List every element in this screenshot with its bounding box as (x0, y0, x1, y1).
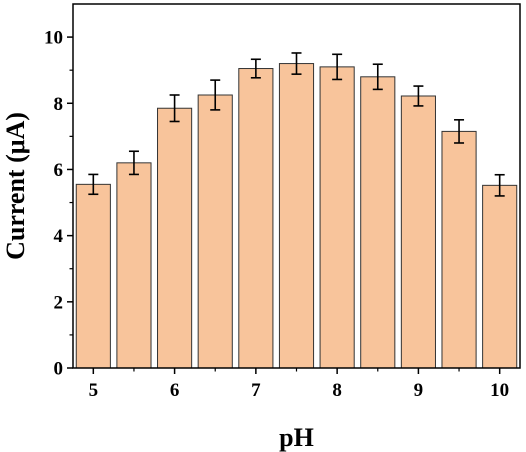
x-axis-title: pH (279, 423, 314, 452)
y-tick-label: 10 (44, 28, 63, 49)
bar (360, 76, 396, 369)
error-bar (454, 119, 465, 144)
x-tick-label: 5 (89, 380, 99, 401)
y-axis-title: Current (μA) (1, 112, 30, 260)
bar (441, 130, 477, 369)
bars-group (75, 63, 518, 369)
x-tick-label: 6 (170, 380, 180, 401)
bar (400, 95, 436, 369)
bar (482, 184, 518, 369)
bar (238, 68, 274, 369)
bar (278, 63, 315, 369)
error-bar (332, 53, 343, 81)
bar (319, 66, 355, 369)
x-tick-label: 7 (251, 380, 261, 401)
y-tick-label: 0 (54, 359, 64, 380)
error-bar (494, 173, 505, 197)
y-tick-label: 4 (54, 226, 64, 247)
bar (157, 107, 193, 369)
bar (116, 162, 152, 369)
x-ticks: 5 6 7 8 9 10 (89, 368, 509, 401)
error-bar (169, 94, 180, 123)
error-bars-group (88, 52, 505, 197)
error-bar (88, 173, 99, 196)
bar (75, 183, 111, 369)
error-bar (128, 150, 139, 176)
y-tick-label: 2 (54, 292, 64, 313)
error-bar (250, 58, 261, 79)
y-tick-label: 8 (54, 94, 64, 115)
error-bar (291, 52, 302, 75)
x-tick-label: 10 (490, 380, 509, 401)
y-tick-label: 6 (54, 160, 64, 181)
x-tick-label: 8 (332, 380, 342, 401)
bar (197, 94, 233, 369)
error-bar (372, 63, 383, 91)
error-bar (413, 85, 424, 107)
error-bar (210, 79, 221, 111)
y-ticks: 0 2 4 6 8 10 (44, 28, 73, 380)
x-tick-label: 9 (414, 380, 424, 401)
